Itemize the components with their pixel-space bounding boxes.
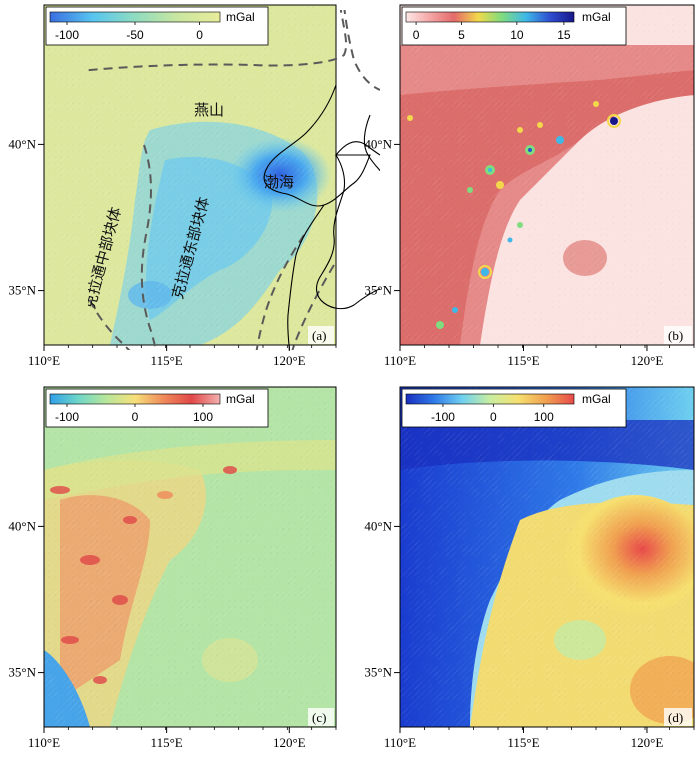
y-tick-label: 40°N [8, 518, 36, 533]
bohai-label: 渤海 [264, 173, 294, 191]
colorbar-d-tick-label: 100 [534, 410, 554, 424]
block-boundary-line [291, 264, 335, 350]
y-tick-label: 35°N [364, 665, 392, 680]
x-tick-label: 110°E [384, 353, 416, 368]
coastline [263, 84, 380, 350]
axes: 110°E 115°E 120°E 40°N 35°N 110°E 115°E 120°E 40… [8, 136, 695, 750]
colorbar-d-unit: mGal [582, 392, 611, 406]
panel-c [43, 386, 337, 728]
x-tick-label: 120°E [273, 353, 306, 368]
y-tick-label: 40°N [364, 136, 392, 151]
panel-letters: (a) (b) (c) (d) [308, 326, 692, 726]
block-boundary-line [343, 10, 380, 91]
colorbar-c-tick-label: 100 [193, 410, 213, 424]
colorbar-a-unit: mGal [226, 10, 255, 24]
colorbar-a-tick-label: 0 [196, 28, 203, 42]
colorbar-b-tick-label: 5 [458, 28, 465, 42]
panel-d-letter: (d) [668, 710, 683, 725]
colorbar-d: mGal -100 0 100 [401, 388, 627, 428]
colorbar-c: mGal -100 0 100 [45, 388, 269, 428]
colorbar-b-tick-label: 10 [510, 28, 524, 42]
y-tick-label: 40°N [8, 136, 36, 151]
x-tick-label: 120°E [631, 353, 664, 368]
red-streaks [50, 466, 237, 684]
colorbar-b-unit: mGal [582, 10, 611, 24]
colorbar-b: mGal 0 5 10 15 [401, 6, 627, 46]
block-boundary-line [140, 144, 157, 350]
colorbar-b-tick-label: 15 [557, 28, 571, 42]
block-boundary-line [344, 387, 380, 472]
panel-c-letter: (c) [312, 710, 326, 725]
x-tick-label: 115°E [507, 735, 539, 750]
coastline-east [315, 154, 380, 310]
colorbar-c-tick-label: 0 [132, 410, 139, 424]
coastline-northeast [363, 114, 380, 172]
panel-a-relief [44, 5, 336, 345]
block-boundary-line [255, 234, 305, 350]
x-tick-label: 115°E [507, 353, 539, 368]
y-tick-label: 35°N [364, 283, 392, 298]
panel-b [399, 4, 695, 346]
colorbar-d-tick-label: -100 [431, 410, 455, 424]
y-tick-label: 35°N [8, 283, 36, 298]
x-tick-label: 110°E [384, 735, 416, 750]
y-tick-label: 35°N [8, 665, 36, 680]
block-boundary-line [88, 10, 348, 72]
x-tick-label: 115°E [151, 735, 183, 750]
colorbar-a: mGal -100 -50 0 [45, 6, 269, 46]
panel-b-letter: (b) [668, 328, 683, 343]
colorbar-c-tick-label: -100 [55, 410, 79, 424]
panel-d [399, 386, 695, 728]
colorbar-d-tick-label: 0 [490, 410, 497, 424]
hotspots [407, 101, 621, 329]
x-tick-label: 110°E [28, 353, 60, 368]
yanshan-label: 燕山 [194, 101, 224, 119]
x-tick-label: 110°E [28, 735, 60, 750]
colorbar-a-tick-label: -50 [126, 28, 144, 42]
panel-d-relief [400, 387, 694, 727]
colorbar-c-unit: mGal [226, 392, 255, 406]
x-tick-label: 115°E [151, 353, 183, 368]
colorbar-b-tick-label: 0 [413, 28, 420, 42]
panel-b-relief [400, 5, 694, 345]
panel-a-letter: (a) [312, 328, 326, 343]
y-tick-label: 40°N [364, 518, 392, 533]
panel-a [43, 4, 337, 346]
x-tick-label: 120°E [631, 735, 664, 750]
x-tick-label: 120°E [273, 735, 306, 750]
colorbar-a-tick-label: -100 [55, 28, 79, 42]
